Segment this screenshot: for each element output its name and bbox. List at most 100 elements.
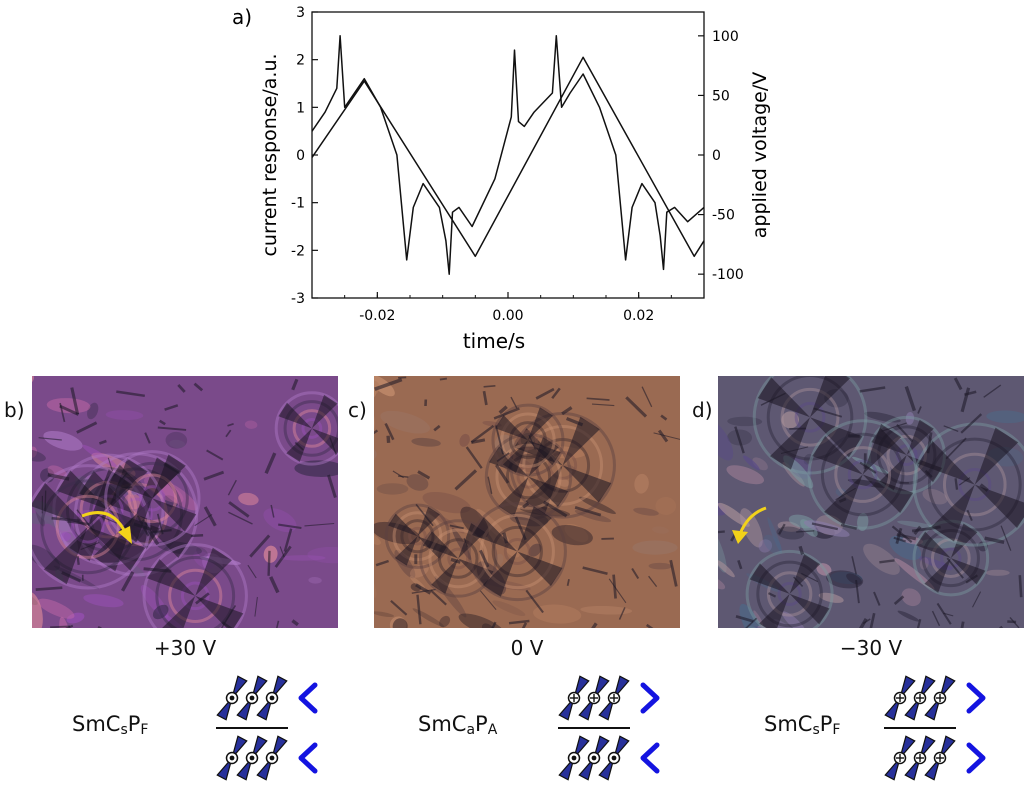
texture-spot: [580, 605, 633, 615]
y-tick-label: 1: [296, 100, 305, 116]
texture-streak: [972, 591, 982, 608]
texture-streak: [768, 592, 777, 598]
texture-spot: [532, 604, 582, 624]
texture-streak: [384, 422, 395, 441]
texture-streak: [796, 530, 815, 533]
texture-spot: [376, 483, 409, 495]
texture-streak: [869, 612, 876, 628]
texture-streak: [855, 579, 860, 604]
texture-streak: [283, 528, 293, 552]
texture-streak: [618, 607, 626, 620]
texture-streak: [206, 449, 224, 461]
texture-streak: [227, 479, 237, 496]
texture-streak: [107, 457, 114, 472]
texture-spot: [307, 546, 338, 564]
texture-spot: [648, 562, 673, 570]
texture-streak: [495, 425, 504, 455]
texture-streak: [926, 432, 933, 454]
texture-spot: [718, 502, 750, 527]
y-axis-label-left: current response/a.u.: [259, 53, 281, 256]
texture-streak: [958, 477, 971, 486]
y2-tick-label: 100: [712, 29, 739, 45]
texture-streak: [510, 396, 518, 409]
plot-frame: [311, 11, 705, 299]
texture-spot: [32, 446, 38, 458]
texture-streak: [893, 595, 905, 605]
texture-streak: [718, 530, 725, 534]
texture-spot: [826, 570, 864, 589]
texture-streak: [965, 574, 978, 584]
texture-spot: [66, 612, 85, 624]
texture-streak: [811, 522, 839, 531]
texture-streak: [117, 472, 128, 485]
texture-streak: [528, 434, 536, 450]
texture-streak: [390, 599, 408, 616]
texture-streak: [954, 478, 959, 490]
texture-streak: [669, 559, 678, 587]
texture-streak: [270, 504, 275, 518]
chevron-right-icon: [966, 742, 986, 774]
texture-streak: [631, 567, 640, 580]
texture-streak: [274, 545, 292, 568]
texture-streak: [945, 437, 967, 460]
texture-spot: [124, 493, 142, 510]
texture-streak: [521, 622, 528, 628]
texture-streak: [566, 579, 570, 586]
texture-streak: [177, 383, 186, 393]
texture-spot: [46, 398, 91, 414]
texture-streak: [891, 525, 913, 543]
texture-streak: [525, 589, 544, 614]
micrograph-c: [374, 376, 680, 628]
texture-streak: [416, 594, 422, 625]
voltage-label-c: 0 V: [510, 636, 544, 660]
focal-conic-domain: [467, 501, 567, 602]
texture-streak: [960, 413, 983, 434]
texture-streak: [141, 519, 160, 546]
texture-spot: [411, 437, 441, 447]
focal-conic-domain: [752, 376, 868, 475]
texture-spot: [977, 541, 989, 552]
right-axis-ticks: 100 50 0 -50 -100: [698, 29, 744, 283]
plot-series: [311, 35, 705, 275]
texture-spot: [718, 524, 727, 573]
texture-streak: [156, 513, 164, 535]
texture-spot: [238, 492, 259, 506]
texture-streak: [491, 621, 497, 628]
texture-spot: [652, 526, 669, 534]
texture-streak: [454, 469, 478, 491]
texture-spot: [864, 411, 901, 423]
left-axis-ticks: 3 2 1 0 -1 -2 -3: [291, 5, 318, 307]
texture-spot: [32, 592, 43, 628]
texture-spot: [919, 557, 929, 570]
texture-streak: [450, 557, 461, 564]
texture-spot: [380, 410, 431, 434]
texture-streak: [953, 377, 963, 391]
texture-streak: [98, 439, 107, 445]
texture-streak: [960, 621, 965, 628]
texture-streak: [734, 426, 745, 454]
texture-spot: [718, 419, 734, 461]
texture-streak: [191, 533, 204, 538]
texture-streak: [374, 377, 403, 391]
texture-streak: [896, 424, 914, 443]
texture-streak: [960, 387, 971, 413]
texture-spot: [458, 613, 505, 628]
texture-streak: [737, 559, 743, 570]
texture-spot: [476, 508, 510, 543]
texture-spot: [897, 610, 920, 622]
texture-spot: [82, 444, 117, 468]
texture-streak: [449, 524, 464, 530]
texture-spot: [818, 592, 844, 603]
texture-streak: [778, 523, 786, 535]
texture-spot: [32, 449, 46, 462]
texture-streak: [591, 622, 598, 628]
texture-streak: [979, 483, 989, 492]
texture-streak: [879, 559, 895, 564]
y-tick-label: -3: [291, 291, 305, 307]
texture-spot: [392, 618, 408, 628]
y2-tick-label: -50: [712, 208, 735, 224]
texture-streak: [586, 397, 610, 401]
texture-streak: [228, 501, 250, 518]
texture-streak: [415, 583, 432, 595]
texture-streak: [904, 386, 917, 412]
